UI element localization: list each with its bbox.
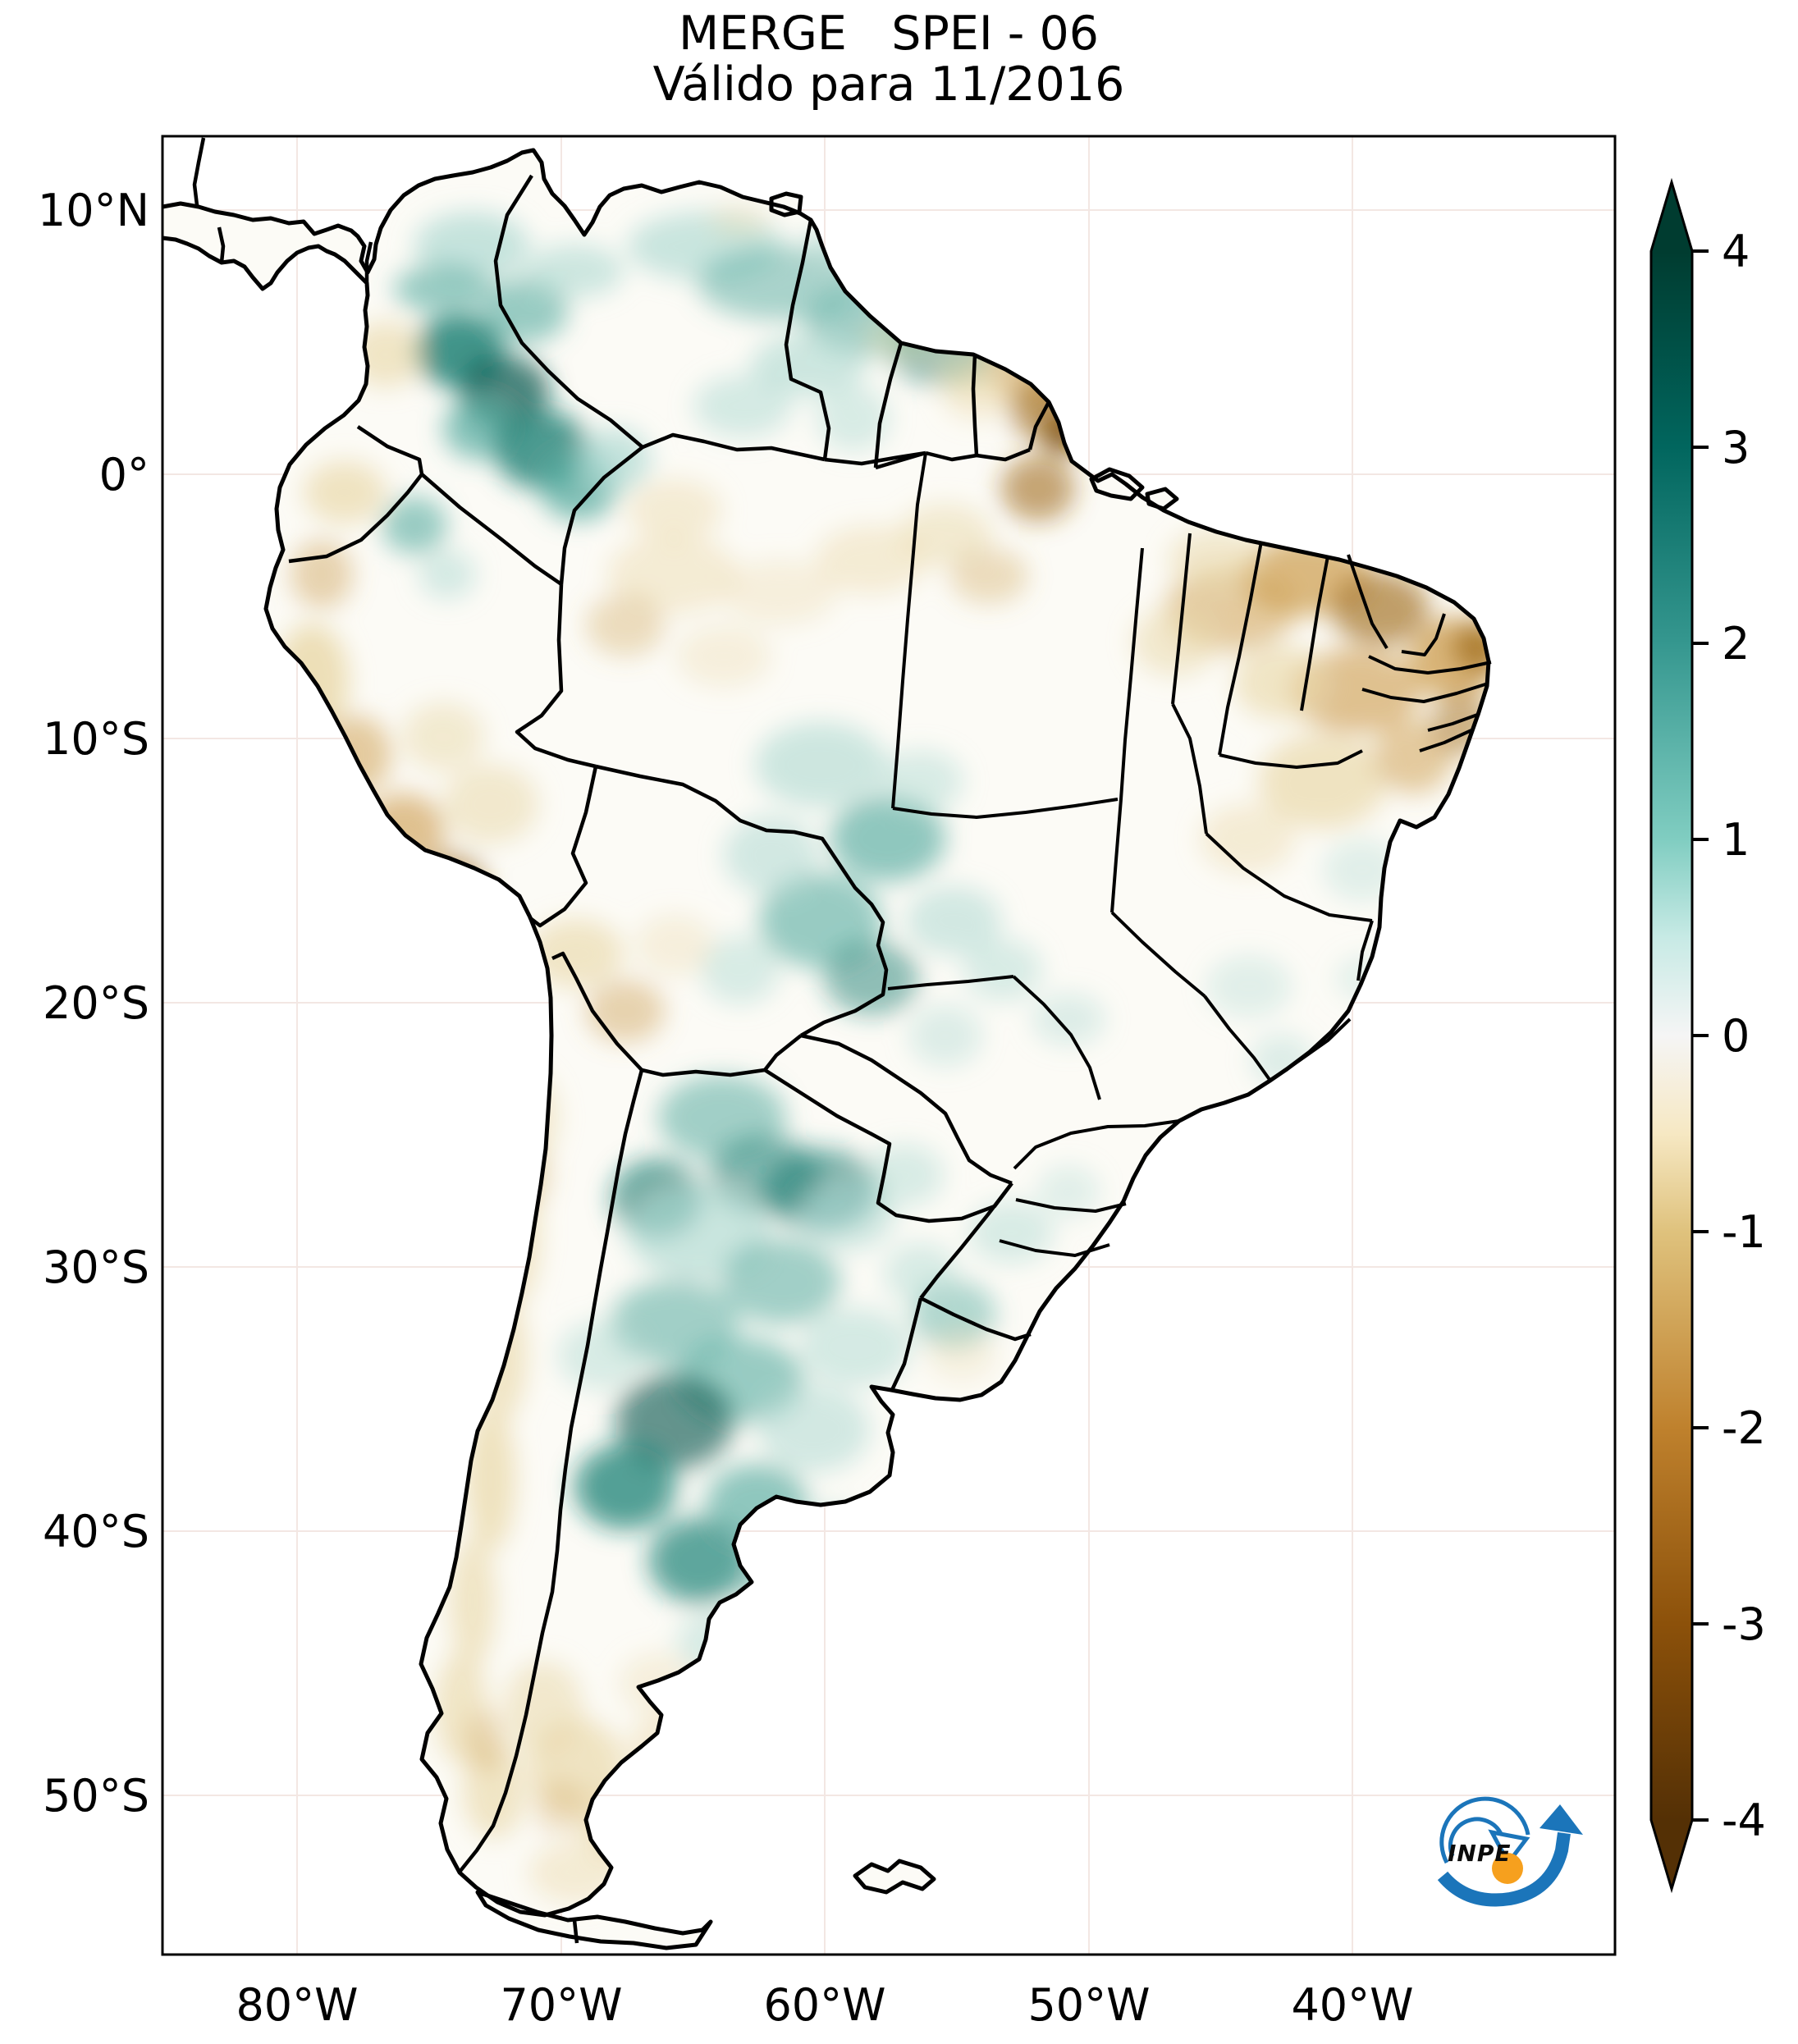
colorbar-ticks	[1692, 249, 1709, 1822]
inpe-logo-up-arrow-icon	[1540, 1804, 1583, 1835]
lat-tick-label: 0°	[99, 449, 149, 501]
inpe-logo-down-arrow-icon	[1488, 1829, 1530, 1867]
colorbar-tick-label: 3	[1722, 422, 1750, 473]
latitude-axis: 10°N 0° 10°S 20°S 30°S 40°S 50°S	[38, 185, 149, 1822]
colorbar-tick-label: -3	[1722, 1598, 1766, 1650]
longitude-axis: 80°W 70°W 60°W 50°W 40°W	[236, 1979, 1413, 2031]
lat-tick-label: 30°S	[43, 1241, 149, 1293]
lat-tick-label: 40°S	[43, 1506, 149, 1557]
lat-tick-label: 10°N	[38, 185, 149, 236]
colorbar-tick-label: -2	[1722, 1402, 1766, 1454]
lon-tick-label: 60°W	[763, 1979, 885, 2031]
colorbar-tick-label: 1	[1722, 814, 1750, 866]
lat-tick-label: 20°S	[43, 977, 149, 1029]
map-frame	[161, 135, 1617, 1956]
figure-subtitle: Válido para 11/2016	[652, 57, 1125, 112]
country-borders	[192, 137, 1050, 1944]
colorbar-gradient	[1649, 177, 1694, 1894]
brazil-state-borders	[887, 452, 1492, 1257]
lon-tick-label: 40°W	[1291, 1979, 1413, 2031]
coastline	[162, 148, 1491, 1950]
inpe-logo-label: INPE	[1448, 1840, 1512, 1867]
figure-title: MERGE SPEI - 06	[678, 7, 1100, 61]
lon-tick-label: 70°W	[500, 1979, 622, 2031]
inpe-logo-swoosh	[1437, 1831, 1571, 1907]
lat-tick-label: 10°S	[43, 713, 149, 765]
colorbar-tick-label: 4	[1722, 226, 1750, 277]
inpe-logo-inner-swirl	[1448, 1817, 1504, 1857]
inpe-logo: INPE	[1437, 1796, 1583, 1907]
lon-tick-label: 80°W	[236, 1979, 358, 2031]
colorbar-tick-label: 0	[1722, 1010, 1750, 1062]
colorbar: 4 3 2 1 0 -1 -2 -3 -4	[1649, 177, 1766, 1894]
inpe-logo-orange-dot	[1492, 1853, 1523, 1884]
lat-tick-label: 50°S	[43, 1770, 149, 1822]
inpe-logo-outer-swirl	[1439, 1796, 1530, 1864]
lon-tick-label: 50°W	[1027, 1979, 1150, 2031]
colorbar-tick-label: 2	[1722, 618, 1750, 670]
colorbar-tick-label: -4	[1722, 1795, 1766, 1846]
colorbar-tick-label: -1	[1722, 1206, 1766, 1258]
